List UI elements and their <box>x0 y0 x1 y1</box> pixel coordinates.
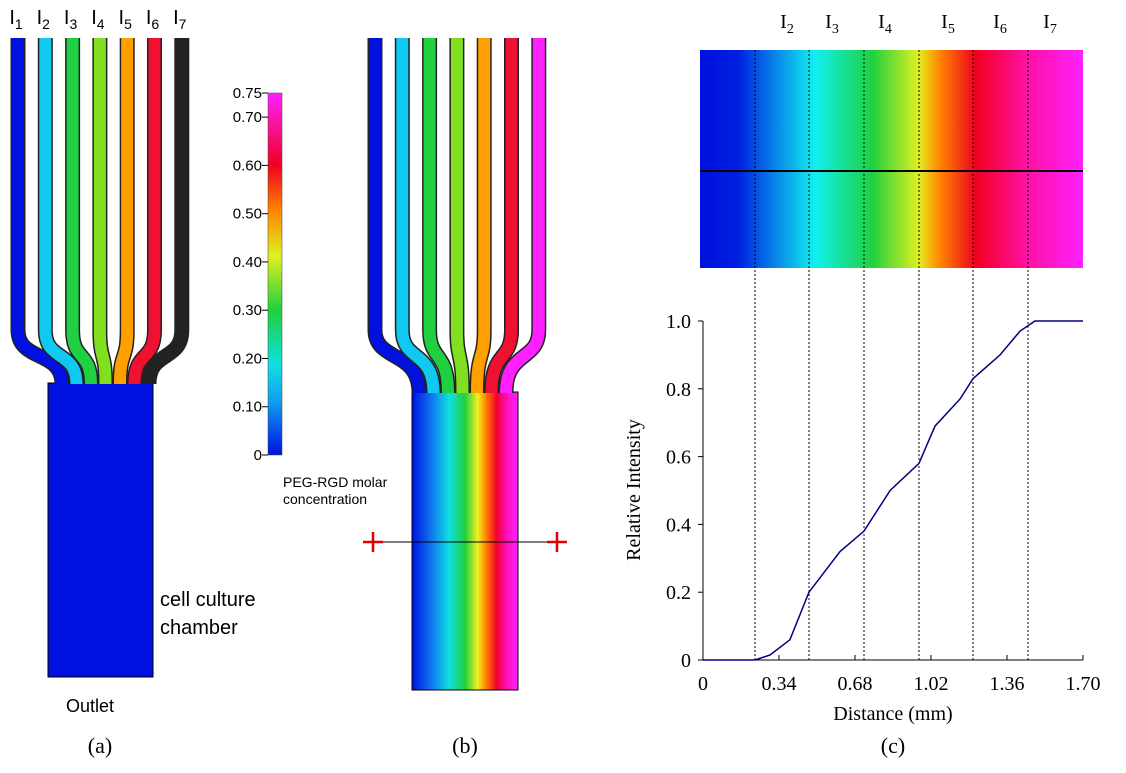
inlet-subscript: 7 <box>179 16 187 32</box>
inlet-letter: I <box>993 11 1000 33</box>
inlet-letter: I <box>91 7 97 29</box>
y-axis-label: Relative Intensity <box>623 419 645 561</box>
inlet-subscript: 6 <box>1000 22 1007 37</box>
inlet-label: I2 <box>37 7 51 32</box>
inlet-label: I3 <box>64 7 78 32</box>
inlet-subscript: 7 <box>1050 22 1057 37</box>
inlet-subscript: 2 <box>787 22 794 37</box>
inlet-letter: I <box>878 11 885 33</box>
caption: (c) <box>881 733 905 758</box>
inlet-label: I3 <box>825 11 839 37</box>
panel-c: Distance (mm) Relative Intensity (c) I2 I… <box>623 11 1101 758</box>
colorbar-tick-label: 0.50 <box>233 206 262 223</box>
inlet-label: I4 <box>91 7 105 32</box>
inlet-subscript: 1 <box>15 16 23 32</box>
outlet-label: Outlet <box>66 696 114 716</box>
x-tick-label: 0.34 <box>762 673 797 695</box>
inlet-letter: I <box>64 7 70 29</box>
inlet-letter: I <box>780 11 787 33</box>
inlet-label: I5 <box>941 11 955 37</box>
colorbar-tick-label: 0.30 <box>233 302 262 319</box>
inlet-label: I6 <box>146 7 160 32</box>
inlet-letter: I <box>941 11 948 33</box>
inlet-label: I6 <box>993 11 1007 37</box>
inlet-letter: I <box>37 7 43 29</box>
colorbar <box>267 92 283 456</box>
chamber-label: cell culture <box>160 589 256 611</box>
channel <box>12 38 68 385</box>
channel <box>471 38 491 394</box>
x-tick-label: 0.68 <box>838 673 873 695</box>
inlet-label: I7 <box>1043 11 1057 37</box>
chamber <box>411 391 519 691</box>
inlet-subscript: 2 <box>42 16 50 32</box>
inlet-label: I7 <box>173 7 187 32</box>
x-tick-label: 1.70 <box>1066 673 1101 695</box>
intensity-line <box>703 320 1083 661</box>
y-tick-label: 0 <box>681 650 691 672</box>
inlet-label: I5 <box>119 7 133 32</box>
inlet-letter: I <box>9 7 15 29</box>
channel <box>450 38 469 394</box>
y-tick-label: 0.8 <box>666 379 691 401</box>
inlet-subscript: 4 <box>885 22 892 37</box>
channel <box>39 38 83 385</box>
x-tick-label: 1.36 <box>990 673 1025 695</box>
x-tick-label: 1.02 <box>914 673 949 695</box>
channel <box>93 38 112 385</box>
inlet-subscript: 4 <box>97 16 105 32</box>
channel <box>369 38 425 394</box>
colorbar-tick-label: 0.20 <box>233 350 262 367</box>
colorbar-title: concentration <box>283 491 367 507</box>
panel-a: PEG-RGD molar concentration cell culture… <box>9 7 387 758</box>
panel-b: (b) <box>363 38 567 758</box>
inlet-letter: I <box>825 11 832 33</box>
y-tick-label: 1.0 <box>666 311 691 333</box>
inlet-letter: I <box>173 7 179 29</box>
colorbar-tick-label: 0.60 <box>233 157 262 174</box>
inlet-letter: I <box>1043 11 1050 33</box>
channel <box>128 38 161 385</box>
channel <box>114 38 134 385</box>
channel <box>500 38 545 394</box>
x-tick-label: 0 <box>698 673 708 695</box>
y-tick-label: 0.2 <box>666 582 691 604</box>
profile-ends <box>363 532 567 552</box>
colorbar-title: PEG-RGD molar <box>283 474 388 490</box>
y-tick-label: 0.4 <box>666 514 691 536</box>
colorbar-tick-label: 0.10 <box>233 399 262 416</box>
inlet-label: I2 <box>780 11 794 37</box>
inlet-subscript: 3 <box>69 16 77 32</box>
caption: (b) <box>452 733 478 758</box>
channel <box>396 38 440 394</box>
colorbar-tick-label: 0.40 <box>233 254 262 271</box>
channel-outline <box>141 38 190 385</box>
inlet-letter: I <box>119 7 125 29</box>
inlet-subscript: 6 <box>151 16 159 32</box>
inlet-label: I1 <box>9 7 23 32</box>
inlet-label: I4 <box>878 11 892 37</box>
inlet-subscript: 5 <box>948 22 955 37</box>
colorbar-tick-label: 0.70 <box>233 109 262 126</box>
inlet-subscript: 5 <box>124 16 132 32</box>
y-tick-label: 0.6 <box>666 447 691 469</box>
channel <box>66 38 97 385</box>
channel <box>485 38 518 394</box>
caption: (a) <box>88 733 112 758</box>
chamber <box>47 382 154 678</box>
channel <box>423 38 454 394</box>
colorbar-tick-label: 0.75 <box>233 85 262 102</box>
intensity-image <box>700 50 1083 268</box>
inlet-letter: I <box>146 7 152 29</box>
chamber-label: chamber <box>160 617 238 639</box>
colorbar-tick-label: 0 <box>254 447 262 464</box>
x-axis-label: Distance (mm) <box>833 703 952 725</box>
inlet-subscript: 3 <box>832 22 839 37</box>
